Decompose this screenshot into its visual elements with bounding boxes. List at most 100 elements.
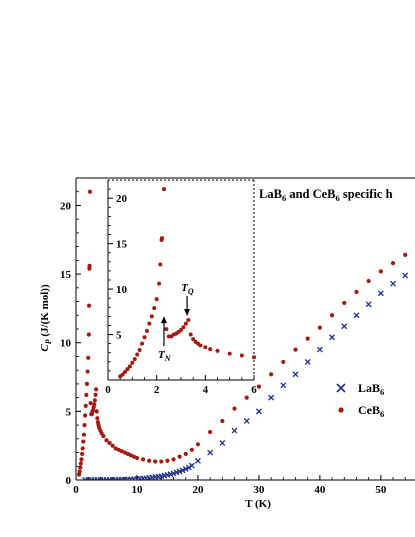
ceb6-point <box>171 457 176 462</box>
lab6-point <box>207 449 214 456</box>
lab6-point <box>268 394 275 401</box>
annotation-label: TN <box>158 349 172 363</box>
ceb6-point <box>82 422 87 428</box>
inset-x-tick-label: 4 <box>203 384 209 396</box>
y-tick-label: 15 <box>60 269 72 281</box>
x-tick-label: 10 <box>131 484 143 496</box>
ceb6-point <box>220 418 225 424</box>
ceb6-point <box>77 469 82 474</box>
ceb6-point <box>354 289 359 295</box>
inset-ceb6-point <box>160 236 165 241</box>
inset-ceb6-point <box>125 367 130 372</box>
ceb6-point <box>84 381 90 387</box>
ceb6-point <box>183 451 188 457</box>
y-tick-label: 0 <box>66 475 72 487</box>
lab6-point <box>179 467 186 474</box>
ceb6-point <box>81 439 86 444</box>
inset-ceb6-point <box>135 352 140 357</box>
ceb6-point <box>78 461 83 466</box>
ceb6-point <box>342 300 347 306</box>
inset-x-tick-label: 0 <box>105 384 111 396</box>
lab6-point <box>365 301 372 308</box>
lab6-point <box>231 427 238 434</box>
ceb6-point <box>79 451 85 457</box>
lab6-point <box>390 280 397 287</box>
annotation-tn: TN <box>158 316 172 363</box>
ceb6-point <box>293 347 298 352</box>
ceb6-point <box>165 458 170 463</box>
lab6-point <box>329 334 336 341</box>
x-tick-label: 30 <box>253 484 265 496</box>
lab6-point <box>182 466 189 472</box>
lab6-point <box>402 272 409 279</box>
ceb6-point <box>86 332 91 337</box>
ceb6-point <box>403 252 408 257</box>
inset-ceb6-point <box>157 281 162 286</box>
y-axis-label: CP (J/(K mol)) <box>39 284 53 352</box>
inset-ceb6-point <box>154 297 159 302</box>
x-axis-label: T (K) <box>245 498 271 510</box>
inset-plot: 0 2 4 6 5 10 15 20 TN TQ <box>105 179 257 396</box>
inset-x-ticks: 0 2 4 6 <box>105 375 257 396</box>
inset-ceb6-point <box>144 328 149 333</box>
ceb6-point <box>87 303 92 308</box>
inset-y-tick-label: 10 <box>116 284 128 296</box>
inset-ceb6-point <box>164 327 169 332</box>
inset-x-tick-label: 2 <box>154 384 160 396</box>
ceb6-point <box>92 402 97 407</box>
chart-title: LaB6 and CeB6 specific h <box>259 187 393 203</box>
ceb6-point <box>110 443 115 448</box>
inset-ceb6-point <box>140 341 145 346</box>
x-tick-label: 0 <box>73 484 79 496</box>
lab6-point <box>219 439 226 446</box>
ceb6-point <box>390 261 396 266</box>
inset-ceb6-point <box>239 353 244 358</box>
inset-y-tick-label: 15 <box>116 239 128 251</box>
lab6-point <box>316 346 323 353</box>
ceb6-point <box>86 355 91 360</box>
x-tick-label: 50 <box>375 484 387 496</box>
inset-ceb6-point <box>161 187 166 192</box>
ceb6-point <box>232 406 237 411</box>
ceb6-point <box>94 409 99 414</box>
ceb6-point <box>189 447 194 452</box>
ceb6-point <box>208 429 213 435</box>
ceb6-point <box>94 387 99 392</box>
inset-ceb6-point <box>132 357 137 362</box>
inset-y-ticks: 5 10 15 20 <box>108 188 128 372</box>
ceb6-point <box>147 458 152 463</box>
legend-label-lab6: LaB6 <box>358 381 384 397</box>
lab6-point <box>353 312 360 319</box>
legend-marker-lab6 <box>336 383 346 393</box>
inset-data-points <box>118 187 256 379</box>
lab6-point <box>194 457 201 464</box>
y-tick-label: 20 <box>60 200 72 212</box>
inset-ceb6-point <box>142 335 147 340</box>
ceb6-point <box>79 457 84 462</box>
inset-x-tick-label: 6 <box>251 384 257 396</box>
legend-label-ceb6: CeB6 <box>358 403 384 419</box>
y-tick-label: 10 <box>60 338 72 350</box>
ceb6-point <box>177 454 182 459</box>
inset-ceb6-point <box>147 321 152 326</box>
annotation-label: TQ <box>181 282 194 296</box>
inset-ceb6-point <box>152 306 157 311</box>
legend: LaB6 CeB6 <box>336 381 384 419</box>
ceb6-point <box>329 313 335 318</box>
inset-ceb6-point <box>208 347 213 352</box>
inset-ceb6-point <box>191 337 196 342</box>
inset-ceb6-point <box>186 318 191 322</box>
x-tick-label: 20 <box>192 484 204 496</box>
lab6-point <box>341 323 348 330</box>
ceb6-point <box>281 359 286 365</box>
inset-ceb6-point <box>158 262 163 267</box>
ceb6-point <box>95 416 100 421</box>
lab6-point <box>188 462 195 469</box>
inset-ceb6-point <box>181 325 186 330</box>
inset-y-tick-label: 20 <box>116 193 128 205</box>
ceb6-point <box>366 278 371 284</box>
ceb6-point <box>244 395 249 400</box>
ceb6-point <box>101 433 106 439</box>
inset-ceb6-point <box>120 372 125 377</box>
